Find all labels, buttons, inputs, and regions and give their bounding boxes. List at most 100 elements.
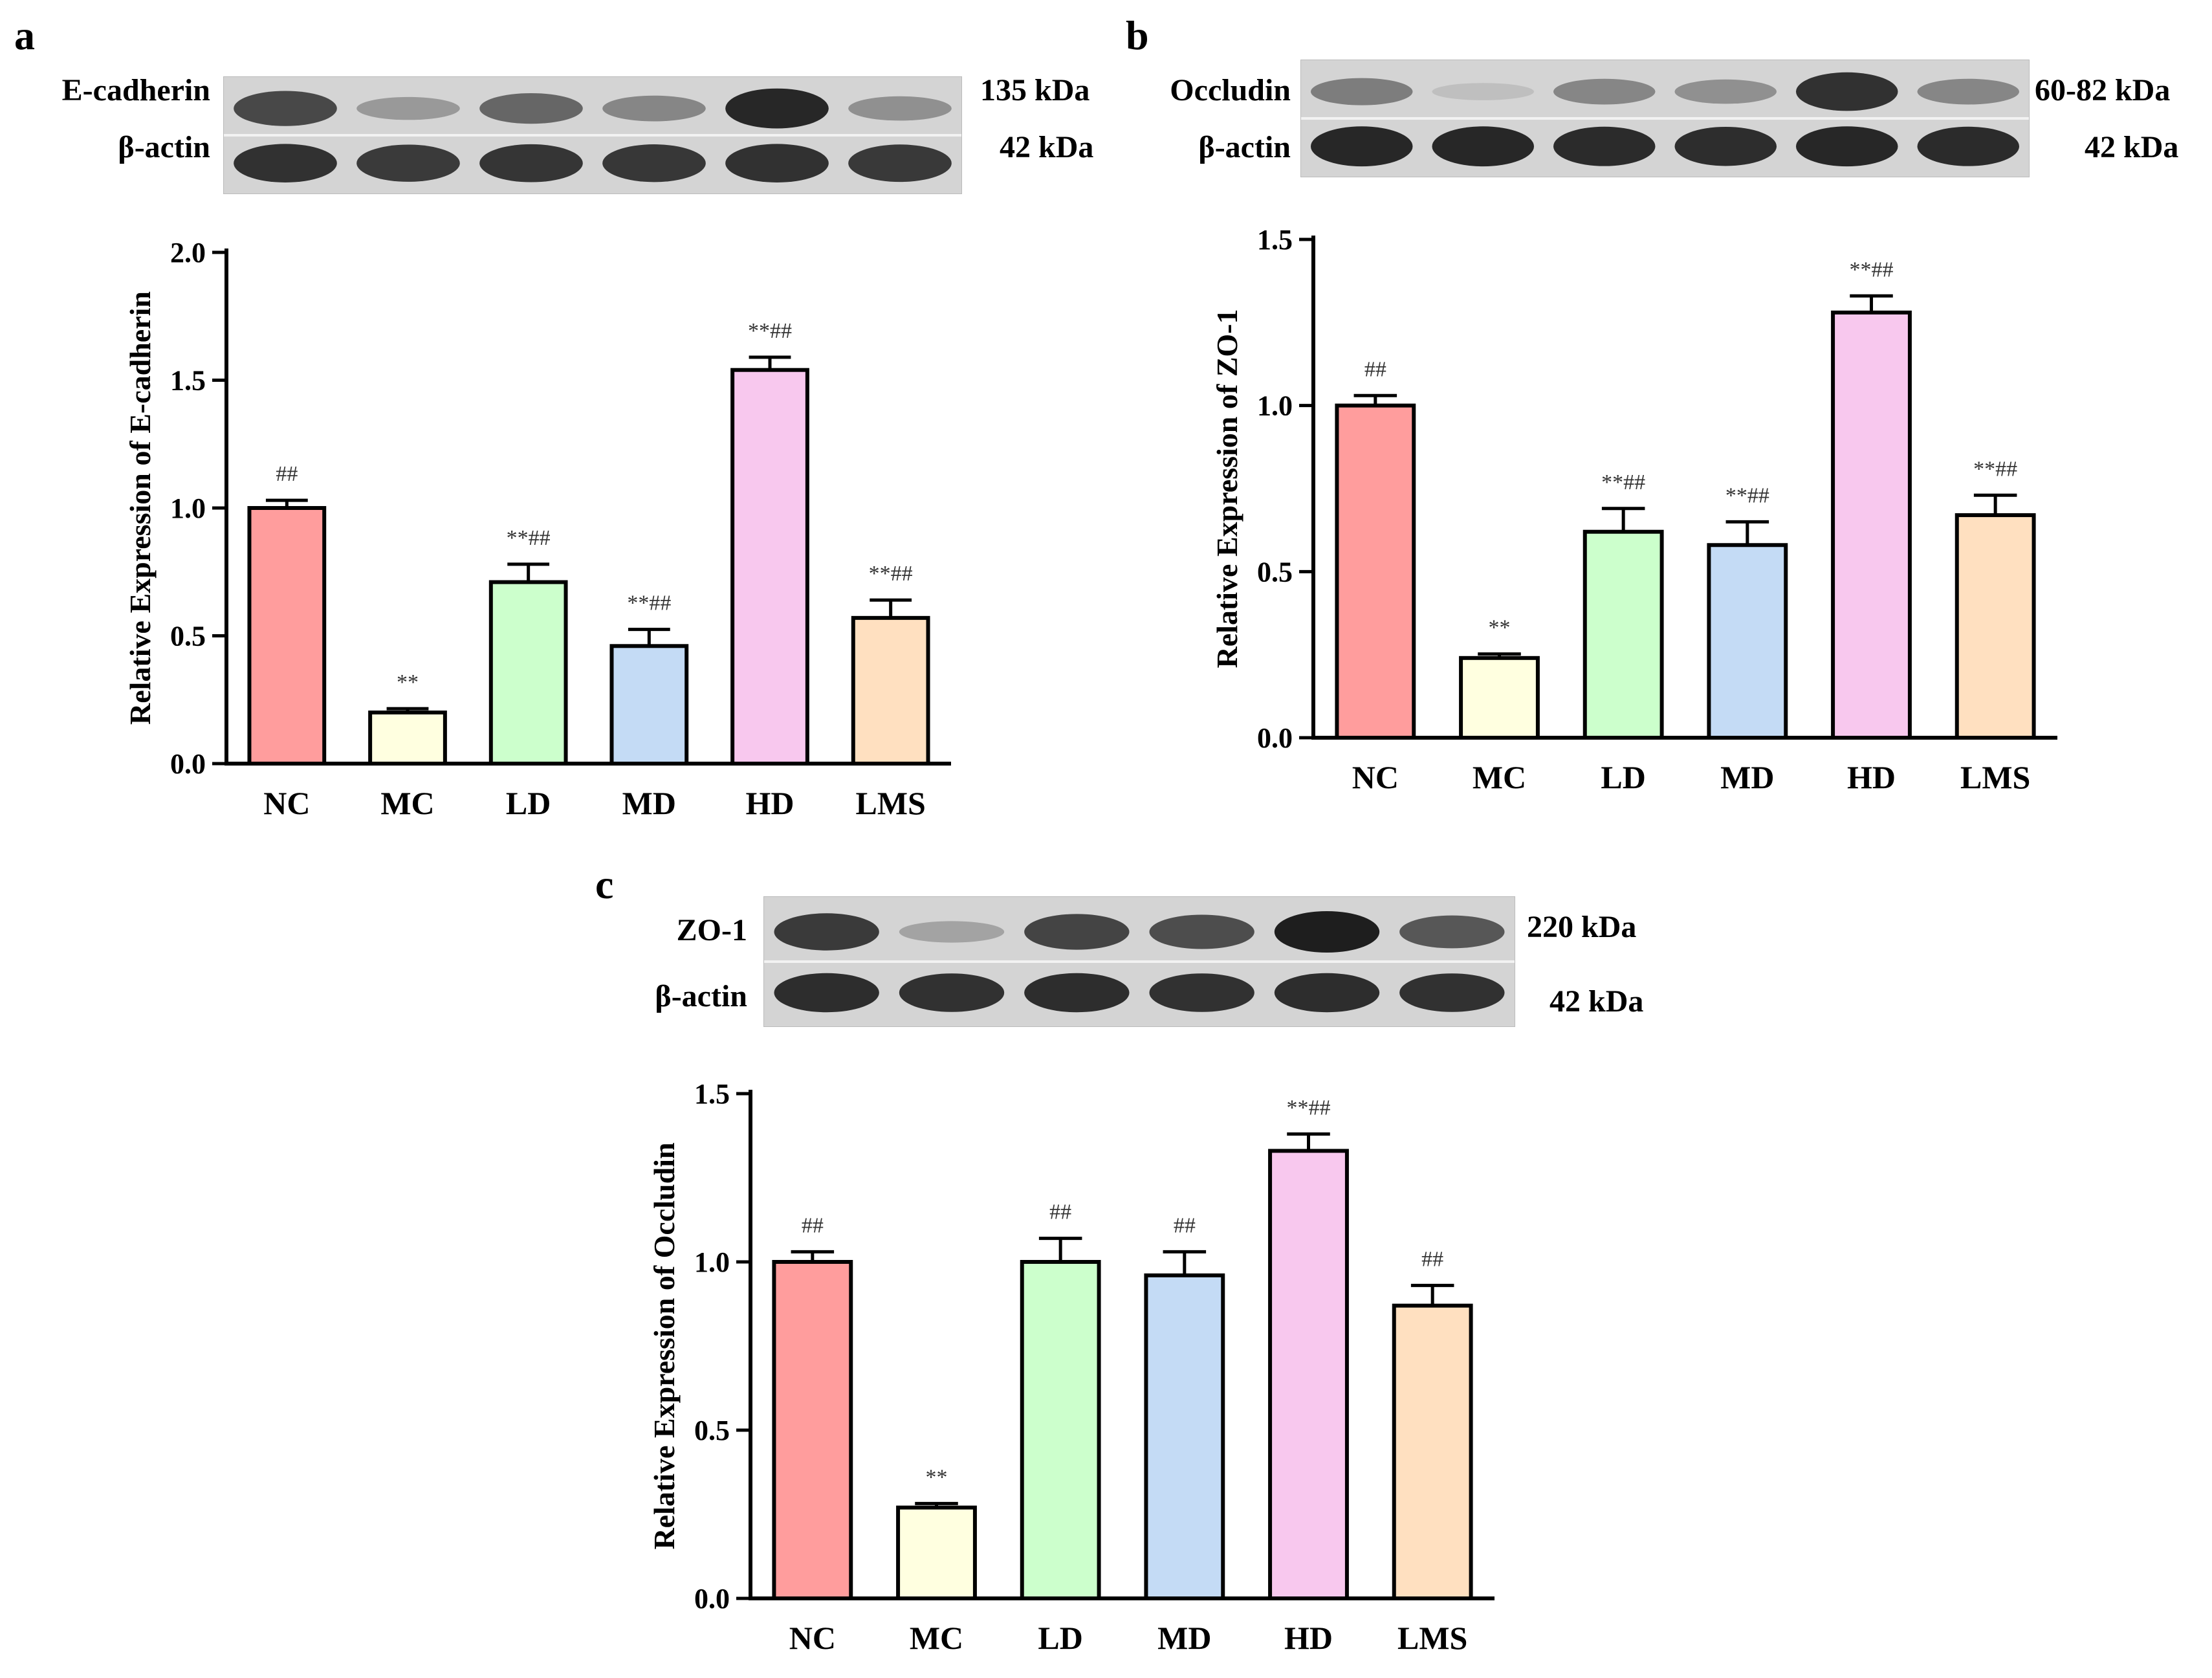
- significance-label: **##: [1601, 470, 1645, 494]
- x-category-label: LD: [1038, 1620, 1082, 1656]
- blot-band-0-lane-4: [1796, 72, 1898, 111]
- x-category-label: HD: [746, 785, 794, 821]
- bar-chart-a: 0.0 0.5 1.0 1.5 2.0 Relative Expression of E-…: [124, 237, 951, 821]
- blot-c-band1-label: ZO-1: [676, 913, 747, 947]
- blot-band-0-lane-2: [1553, 78, 1656, 105]
- panel-a-letter: a: [14, 12, 35, 58]
- bar-nc: [772, 1260, 853, 1600]
- significance-label: ##: [1421, 1247, 1443, 1271]
- y-tick-label: 1.5: [1257, 224, 1293, 256]
- bar-mc: [1459, 656, 1540, 740]
- bar-hd: [730, 368, 809, 766]
- x-category-label: MC: [1473, 759, 1526, 795]
- blot-band-0-lane-0: [234, 91, 337, 126]
- blot-a-band1-size: 135 kDa: [980, 73, 1090, 107]
- blot-band-1-lane-5: [1917, 126, 2019, 166]
- blot-band-0-lane-5: [1917, 78, 2019, 105]
- bar-lms: [1392, 1303, 1473, 1600]
- blot-c-band2-size: 42 kDa: [1549, 984, 1644, 1019]
- y-axis-title: Relative Expression of Occludin: [648, 1142, 681, 1549]
- blot-band-1-lane-5: [1399, 973, 1505, 1012]
- y-tick-label: 2.0: [170, 237, 206, 269]
- bar-ld: [1020, 1260, 1101, 1600]
- bar-chart-b: 0.0 0.5 1.0 1.5 Relative Expression of ZO-1 #…: [1210, 224, 2057, 795]
- blot-band-0-lane-2: [1024, 914, 1130, 950]
- y-tick-label: 0.5: [694, 1415, 730, 1446]
- blot-band-1-lane-5: [848, 144, 952, 182]
- blot-band-1-lane-0: [234, 144, 337, 182]
- y-tick-label: 0.0: [170, 748, 206, 780]
- bar-mc: [896, 1505, 977, 1600]
- x-category-label: LMS: [1960, 759, 2030, 795]
- blot-band-1-lane-3: [1674, 126, 1777, 166]
- bar-nc: [247, 506, 327, 766]
- y-tick-label: 0.5: [170, 621, 206, 652]
- panel-b-letter: b: [1126, 12, 1149, 58]
- blot-band-1-lane-4: [1796, 126, 1898, 167]
- y-tick-label: 0.0: [694, 1583, 730, 1615]
- blot-band-1-lane-1: [356, 144, 460, 182]
- blot-band-0-lane-1: [356, 96, 460, 120]
- x-category-label: MC: [910, 1620, 963, 1656]
- blot-band-0-lane-5: [848, 96, 952, 121]
- y-tick-label: 0.5: [1257, 556, 1293, 588]
- y-tick-label: 1.0: [170, 492, 206, 524]
- blot-band-0-lane-3: [602, 95, 706, 122]
- blot-band-1-lane-2: [1553, 126, 1656, 166]
- bar-nc: [1335, 403, 1416, 740]
- x-category-label: MC: [380, 785, 434, 821]
- bar-ld: [1582, 529, 1664, 740]
- x-category-label: NC: [263, 785, 310, 821]
- significance-label: **: [1489, 616, 1511, 640]
- western-blot-image-c: [763, 896, 1515, 1027]
- y-tick-label: 1.5: [694, 1078, 730, 1110]
- blot-b-band2-size: 42 kDa: [2085, 130, 2179, 164]
- bar-hd: [1268, 1149, 1349, 1600]
- bar-lms: [851, 615, 930, 766]
- blot-band-0-lane-2: [479, 93, 583, 124]
- x-category-label: LMS: [1397, 1620, 1467, 1656]
- significance-label: **##: [1973, 457, 2017, 481]
- x-category-label: NC: [1352, 759, 1399, 795]
- blot-band-1-lane-3: [1149, 973, 1254, 1012]
- blot-band-1-lane-2: [1024, 973, 1130, 1013]
- significance-label: **##: [1850, 258, 1894, 282]
- significance-label: ##: [802, 1213, 824, 1237]
- x-category-label: LMS: [855, 785, 925, 821]
- blot-a-band2-size: 42 kDa: [1000, 130, 1094, 164]
- western-blot-image-b: [1300, 60, 2030, 177]
- blot-band-1-lane-0: [1311, 126, 1413, 167]
- blot-band-0-lane-5: [1399, 915, 1505, 949]
- x-category-label: LD: [1601, 759, 1645, 795]
- y-axis-title: Relative Expression of E-cadherin: [124, 291, 157, 725]
- bar-md: [1144, 1273, 1225, 1600]
- blot-b-band1-label: Occludin: [1170, 73, 1291, 107]
- blot-band-0-lane-3: [1674, 79, 1777, 104]
- blot-band-0-lane-1: [1432, 83, 1534, 100]
- blot-band-1-lane-2: [479, 144, 583, 182]
- significance-label: **##: [1725, 483, 1769, 507]
- western-blot-image-a: [223, 76, 962, 194]
- y-tick-label: 1.5: [170, 365, 206, 397]
- blot-band-0-lane-3: [1149, 914, 1254, 949]
- blot-band-1-lane-3: [602, 144, 706, 182]
- significance-label: **##: [627, 591, 671, 615]
- x-category-label: MD: [1720, 759, 1774, 795]
- blot-band-0-lane-4: [1274, 911, 1380, 953]
- bar-ld: [488, 580, 568, 766]
- significance-label: ##: [276, 462, 298, 486]
- y-tick-label: 1.0: [1257, 390, 1293, 422]
- significance-label: ##: [1364, 357, 1386, 381]
- significance-label: **##: [507, 526, 551, 550]
- x-category-label: HD: [1284, 1620, 1333, 1656]
- blot-band-1-lane-4: [725, 144, 829, 182]
- significance-label: ##: [1174, 1213, 1196, 1237]
- bar-mc: [368, 711, 447, 766]
- blot-a-band2-label: β-actin: [118, 130, 210, 164]
- significance-label: **##: [869, 562, 913, 586]
- blot-band-1-lane-1: [1432, 126, 1534, 167]
- significance-label: **##: [1287, 1096, 1331, 1120]
- bar-lms: [1955, 513, 2036, 740]
- significance-label: ##: [1049, 1200, 1071, 1224]
- blot-band-0-lane-0: [774, 913, 879, 951]
